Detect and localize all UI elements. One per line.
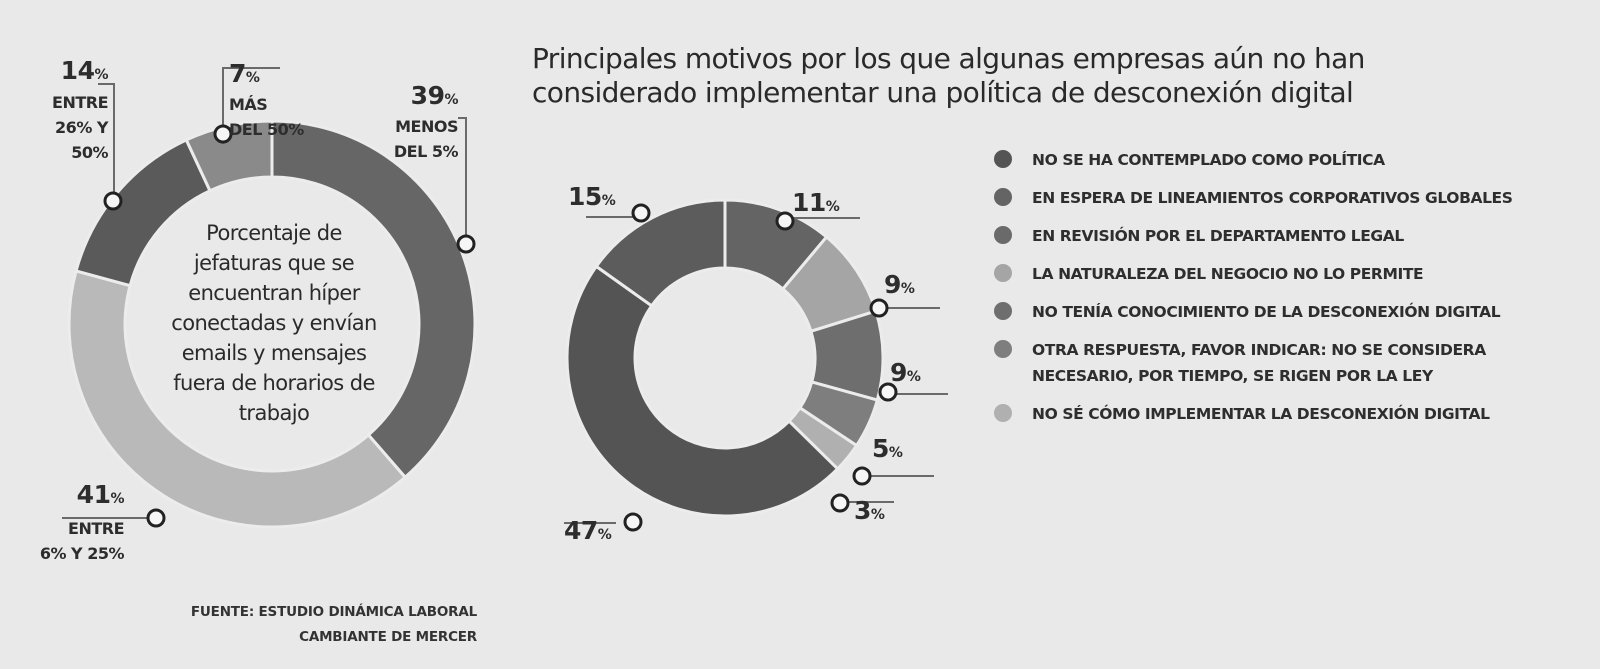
legend-swatch-icon — [994, 188, 1012, 206]
left-slice-label-14: 14% ENTRE 26% Y 50% — [52, 56, 108, 162]
legend-swatch-icon — [994, 404, 1012, 422]
left-chart-center-text: Porcentaje de jefaturas que se encuentra… — [171, 221, 377, 425]
legend-swatch-icon — [994, 302, 1012, 320]
right-slice-label-9a: 9% — [884, 270, 915, 299]
left-slice-label-41: 41% ENTRE 6% Y 25% — [39, 480, 125, 563]
leader-line-14 — [98, 83, 115, 200]
left-slice-label-7: 7% MÁS DEL 50% — [229, 59, 304, 140]
leader-lines — [62, 67, 948, 532]
marker-5 — [852, 466, 872, 486]
legend-item: EN REVISIÓN POR EL DEPARTAMENTO LEGAL — [994, 223, 1594, 249]
right-slice-label-11: 11% — [792, 188, 840, 217]
legend-item: EN ESPERA DE LINEAMIENTOS CORPORATIVOS G… — [994, 185, 1594, 211]
legend-item: NO SÉ CÓMO IMPLEMENTAR LA DESCONEXIÓN DI… — [994, 401, 1594, 427]
marker-3 — [830, 493, 850, 513]
marker-47 — [623, 512, 643, 532]
marker-7 — [213, 124, 233, 144]
marker-9a — [869, 298, 889, 318]
right-slice-label-9b: 9% — [890, 358, 921, 387]
marker-41 — [146, 508, 166, 528]
left-slice-41 — [67, 269, 408, 529]
right-slice-47 — [565, 264, 840, 518]
legend-item: NO SE HA CONTEMPLADO COMO POLÍTICA — [994, 147, 1594, 173]
marker-11 — [775, 211, 795, 231]
source-note: FUENTE: ESTUDIO DINÁMICA LABORAL CAMBIAN… — [190, 604, 477, 645]
marker-15 — [631, 203, 651, 223]
right-slice-label-47: 47% — [564, 516, 612, 545]
legend-item: OTRA RESPUESTA, FAVOR INDICAR: NO SE CON… — [994, 337, 1594, 389]
left-slice-7 — [184, 119, 274, 193]
right-slice-label-5: 5% — [872, 434, 903, 463]
right-slice-label-15: 15% — [568, 182, 616, 211]
legend-swatch-icon — [994, 226, 1012, 244]
leader-line-7 — [222, 67, 280, 144]
leader-line-39 — [458, 117, 467, 244]
right-slice-label-3: 3% — [854, 496, 885, 525]
right-chart-legend: NO SE HA CONTEMPLADO COMO POLÍTICA EN ES… — [994, 147, 1594, 439]
marker-39 — [456, 234, 476, 254]
right-chart-title: Principales motivos por los que algunas … — [532, 42, 1365, 109]
left-donut-chart — [67, 119, 477, 529]
legend-item: NO TENÍA CONOCIMIENTO DE LA DESCONEXIÓN … — [994, 299, 1594, 325]
legend-swatch-icon — [994, 340, 1012, 358]
marker-14 — [103, 191, 123, 211]
legend-swatch-icon — [994, 150, 1012, 168]
legend-item: LA NATURALEZA DEL NEGOCIO NO LO PERMITE — [994, 261, 1594, 287]
left-slice-39 — [270, 119, 477, 480]
right-donut-chart — [565, 198, 885, 518]
left-slice-label-39: 39% MENOS DEL 5% — [393, 81, 459, 162]
marker-9b — [878, 382, 898, 402]
right-slice-15 — [594, 198, 727, 308]
legend-swatch-icon — [994, 264, 1012, 282]
